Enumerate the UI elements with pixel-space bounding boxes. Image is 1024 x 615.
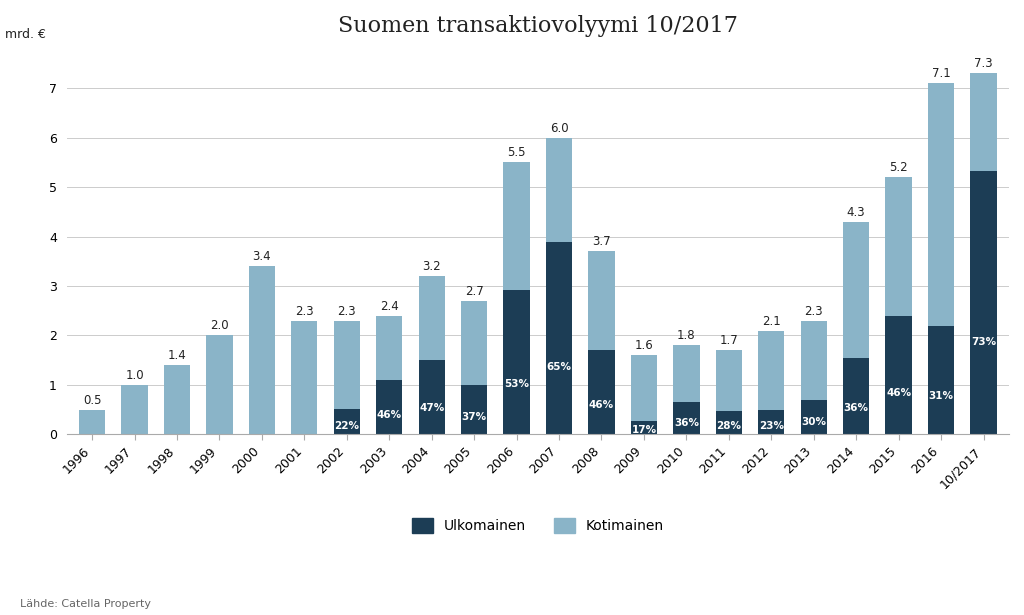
Text: mrd. €: mrd. € bbox=[5, 28, 46, 41]
Bar bbox=[801, 400, 827, 434]
Text: 3.7: 3.7 bbox=[592, 236, 610, 248]
Text: 1.7: 1.7 bbox=[720, 335, 738, 347]
Bar bbox=[886, 177, 911, 316]
Bar bbox=[801, 320, 827, 400]
Text: 36%: 36% bbox=[844, 403, 868, 413]
Bar bbox=[461, 385, 487, 434]
Text: 1.6: 1.6 bbox=[635, 339, 653, 352]
Bar bbox=[419, 276, 444, 360]
Bar bbox=[589, 350, 614, 434]
Text: 3.4: 3.4 bbox=[253, 250, 271, 263]
Text: 23%: 23% bbox=[759, 421, 783, 431]
Text: 4.3: 4.3 bbox=[847, 206, 865, 219]
Bar bbox=[291, 320, 317, 434]
Text: 65%: 65% bbox=[547, 362, 571, 372]
Text: 5.5: 5.5 bbox=[507, 146, 525, 159]
Text: 46%: 46% bbox=[589, 400, 614, 410]
Bar bbox=[716, 411, 742, 434]
Bar bbox=[928, 83, 954, 325]
Bar bbox=[589, 252, 614, 350]
Bar bbox=[971, 73, 996, 171]
Text: 36%: 36% bbox=[674, 418, 698, 428]
Bar bbox=[419, 360, 444, 434]
Bar bbox=[928, 325, 954, 434]
Text: 7.3: 7.3 bbox=[974, 57, 993, 71]
Bar bbox=[673, 402, 699, 434]
Text: 30%: 30% bbox=[801, 418, 826, 427]
Bar bbox=[843, 222, 869, 358]
Bar bbox=[376, 315, 402, 379]
Text: 46%: 46% bbox=[886, 388, 911, 398]
Legend: Ulkomainen, Kotimainen: Ulkomainen, Kotimainen bbox=[412, 518, 664, 533]
Text: 2.3: 2.3 bbox=[338, 304, 356, 318]
Text: 2.1: 2.1 bbox=[762, 314, 780, 328]
Text: 0.5: 0.5 bbox=[83, 394, 101, 407]
Bar bbox=[673, 346, 699, 402]
Bar bbox=[249, 266, 275, 434]
Text: 1.4: 1.4 bbox=[168, 349, 186, 362]
Text: 28%: 28% bbox=[717, 421, 741, 431]
Text: 2.3: 2.3 bbox=[295, 304, 313, 318]
Text: 46%: 46% bbox=[377, 410, 401, 420]
Text: 47%: 47% bbox=[419, 403, 444, 413]
Bar bbox=[334, 320, 359, 410]
Bar bbox=[843, 358, 869, 434]
Bar bbox=[122, 385, 147, 434]
Bar bbox=[758, 410, 784, 434]
Bar bbox=[631, 355, 657, 421]
Bar bbox=[631, 421, 657, 434]
Text: 2.4: 2.4 bbox=[380, 300, 398, 312]
Text: 2.3: 2.3 bbox=[805, 304, 823, 318]
Text: 37%: 37% bbox=[462, 412, 486, 422]
Text: 1.0: 1.0 bbox=[125, 369, 143, 382]
Text: 2.7: 2.7 bbox=[465, 285, 483, 298]
Text: 2.0: 2.0 bbox=[210, 319, 228, 333]
Bar bbox=[971, 171, 996, 434]
Bar bbox=[886, 316, 911, 434]
Bar bbox=[716, 351, 742, 411]
Bar bbox=[504, 290, 529, 434]
Bar bbox=[504, 162, 529, 290]
Bar bbox=[206, 335, 232, 434]
Bar bbox=[334, 410, 359, 434]
Text: 6.0: 6.0 bbox=[550, 122, 568, 135]
Text: 53%: 53% bbox=[504, 379, 529, 389]
Text: 1.8: 1.8 bbox=[677, 330, 695, 343]
Bar bbox=[546, 242, 572, 434]
Bar bbox=[164, 365, 190, 434]
Text: 3.2: 3.2 bbox=[422, 260, 441, 273]
Text: 22%: 22% bbox=[334, 421, 359, 430]
Text: 5.2: 5.2 bbox=[889, 161, 908, 174]
Bar bbox=[758, 330, 784, 410]
Text: Lähde: Catella Property: Lähde: Catella Property bbox=[20, 599, 152, 609]
Bar bbox=[461, 301, 487, 385]
Title: Suomen transaktiovolyymi 10/2017: Suomen transaktiovolyymi 10/2017 bbox=[338, 15, 737, 37]
Bar bbox=[79, 410, 105, 434]
Text: 31%: 31% bbox=[929, 391, 953, 401]
Text: 17%: 17% bbox=[632, 424, 656, 435]
Text: 73%: 73% bbox=[971, 337, 996, 347]
Bar bbox=[376, 379, 402, 434]
Bar bbox=[546, 138, 572, 242]
Text: 7.1: 7.1 bbox=[932, 67, 950, 81]
